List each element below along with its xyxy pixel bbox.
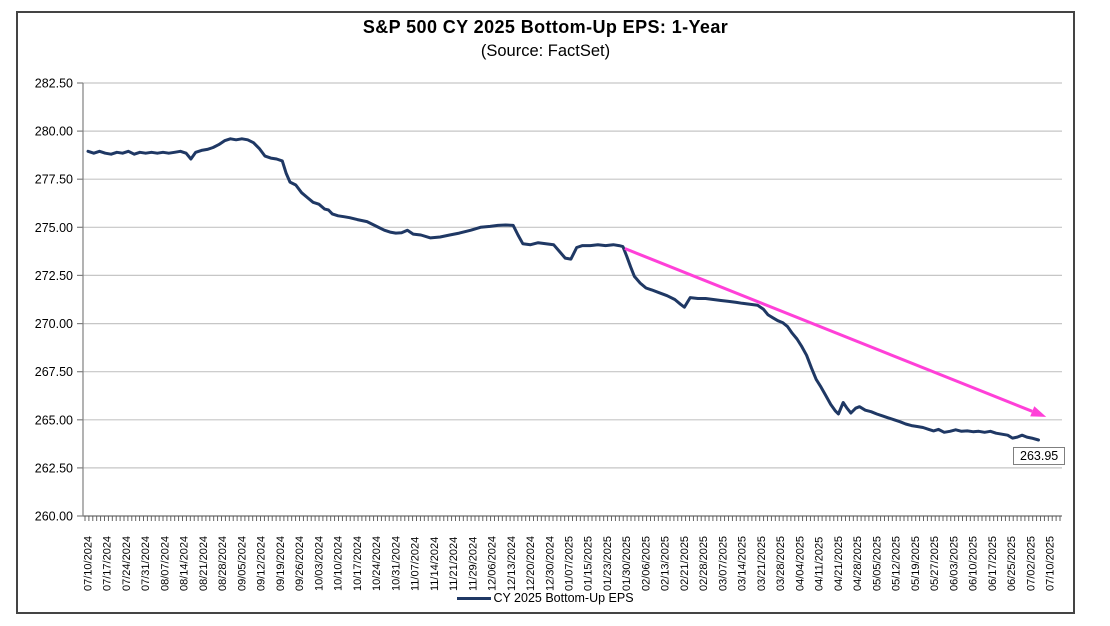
x-axis-label: 11/14/2024 <box>429 537 441 591</box>
x-axis-label: 11/21/2024 <box>448 537 460 591</box>
x-axis-label: 05/12/2025 <box>891 536 903 591</box>
legend: CY 2025 Bottom-Up EPS <box>16 591 1075 605</box>
x-axis-label: 06/10/2025 <box>968 536 980 591</box>
x-axis-label: 02/13/2025 <box>660 536 672 591</box>
x-axis-label: 11/29/2024 <box>467 537 479 591</box>
x-axis-label: 04/04/2025 <box>794 536 806 591</box>
x-axis-label: 10/17/2024 <box>352 536 364 591</box>
x-axis-label: 09/05/2024 <box>236 536 248 591</box>
x-axis-label: 07/02/2025 <box>1025 536 1037 591</box>
series-line <box>86 137 1040 442</box>
x-axis-label: 10/24/2024 <box>371 536 383 591</box>
x-axis-label: 05/05/2025 <box>871 536 883 591</box>
x-axis-label: 11/07/2024 <box>410 537 422 591</box>
x-axis-label: 01/07/2025 <box>564 536 576 591</box>
x-axis-label: 10/10/2024 <box>333 536 345 591</box>
x-axis-label: 07/31/2024 <box>140 536 152 591</box>
x-axis-label: 01/15/2025 <box>583 536 595 591</box>
y-axis-label: 272.50 <box>35 269 73 283</box>
legend-label: CY 2025 Bottom-Up EPS <box>493 591 634 605</box>
x-axis-label: 06/03/2025 <box>948 536 960 591</box>
x-axis-label: 01/23/2025 <box>602 536 614 591</box>
end-value-label: 263.95 <box>1013 447 1066 465</box>
legend-line-marker <box>457 596 492 600</box>
y-axis-label: 262.50 <box>35 461 73 475</box>
x-axis-label: 04/11/2025 <box>814 537 826 591</box>
x-axis-label: 08/21/2024 <box>198 536 210 591</box>
x-axis-label: 03/21/2025 <box>756 536 768 591</box>
y-axis-label: 280.00 <box>35 125 73 139</box>
y-axis-label: 267.50 <box>35 365 73 379</box>
x-axis-label: 12/06/2024 <box>487 536 499 591</box>
x-axis-label: 02/21/2025 <box>679 536 691 591</box>
x-axis-label: 05/27/2025 <box>929 536 941 591</box>
x-axis-label: 07/24/2024 <box>121 536 133 591</box>
y-axis-label: 265.00 <box>35 413 73 427</box>
x-axis-label: 07/17/2024 <box>102 536 114 591</box>
x-axis-label: 09/26/2024 <box>294 536 306 591</box>
x-axis-label: 10/03/2024 <box>313 536 325 591</box>
y-axis-label: 260.00 <box>35 510 73 524</box>
x-axis-label: 06/25/2025 <box>1006 536 1018 591</box>
x-axis-label: 09/19/2024 <box>275 536 287 591</box>
x-axis-label: 05/19/2025 <box>910 536 922 591</box>
chart-frame <box>16 11 1075 614</box>
x-axis-label: 01/30/2025 <box>621 536 633 591</box>
y-axis-label: 275.00 <box>35 221 73 235</box>
trend-arrow-head <box>1030 406 1047 417</box>
y-axis-label: 277.50 <box>35 173 73 187</box>
x-axis-label: 12/20/2024 <box>525 536 537 591</box>
chart-title: S&P 500 CY 2025 Bottom-Up EPS: 1-Year <box>362 17 729 37</box>
x-axis-label: 02/28/2025 <box>698 536 710 591</box>
x-axis-label: 12/30/2024 <box>544 536 556 591</box>
x-axis-label: 03/28/2025 <box>775 536 787 591</box>
x-axis-label: 06/17/2025 <box>987 536 999 591</box>
y-axis-label: 270.00 <box>35 317 73 331</box>
x-axis-label: 10/31/2024 <box>390 536 402 591</box>
chart-subtitle: (Source: FactSet) <box>480 42 611 60</box>
x-axis-label: 09/12/2024 <box>256 536 268 591</box>
x-axis-label: 08/14/2024 <box>179 536 191 591</box>
x-axis-label: 08/07/2024 <box>160 536 172 591</box>
x-axis-label: 04/28/2025 <box>852 536 864 591</box>
x-axis-label: 12/13/2024 <box>506 536 518 591</box>
x-axis-label: 07/10/2024 <box>83 536 95 591</box>
x-axis-label: 03/14/2025 <box>737 536 749 591</box>
x-axis-label: 04/21/2025 <box>833 536 845 591</box>
x-axis-label: 02/06/2025 <box>641 536 653 591</box>
x-axis-label: 07/10/2025 <box>1045 536 1057 591</box>
trend-arrow-line <box>624 247 1033 413</box>
y-axis-label: 282.50 <box>35 77 73 91</box>
x-axis-label: 03/07/2025 <box>717 536 729 591</box>
x-axis-label: 08/28/2024 <box>217 536 229 591</box>
